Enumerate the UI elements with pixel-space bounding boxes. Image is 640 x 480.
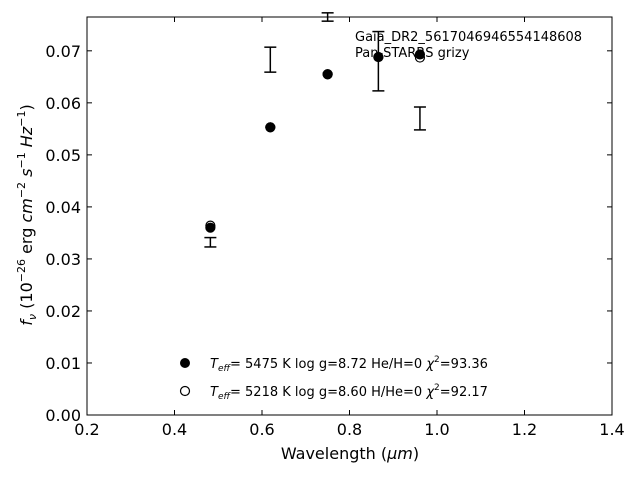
y-tick-label: 0.05 [45, 146, 81, 165]
legend-1-teff: 5475 K [245, 357, 291, 372]
model-point-open [322, 69, 333, 80]
legend-1-logg: log g=8.72 [295, 357, 367, 372]
model-point-open [205, 220, 216, 231]
legend-entry-2: Teff= 5218 K log g=8.60 H/He=0 χ2=92.17 [210, 383, 488, 402]
points-layer [205, 49, 426, 233]
observed-errorbar [413, 106, 426, 131]
y-tick-label: 0.01 [45, 354, 81, 373]
legend-marker-open [179, 385, 191, 397]
legend-2-chi2: =92.17 [440, 385, 488, 400]
plot-frame [86, 16, 613, 416]
x-tick-label: 0.4 [162, 420, 187, 439]
model-point-open [414, 52, 426, 63]
annotation-object-id: Gaia_DR2_5617046946554148608 [355, 30, 582, 45]
ticks-layer: 0.2 0.4 0.6 0.8 1.0 1.2 1.4 0.00 0.01 0.02 0.03 0.0… [45, 17, 625, 439]
model-point-open [265, 122, 276, 133]
legend-2-teff: 5218 K [245, 385, 291, 400]
legend-2-comp: H/He=0 [371, 385, 422, 400]
legend-2-logg: log g=8.60 [295, 385, 367, 400]
x-tick-label: 0.8 [337, 420, 362, 439]
legend-1-chi2: =93.36 [440, 357, 488, 372]
y-axis-label: fν (10−26 erg cm−2 s−1 Hz−1) [15, 104, 39, 325]
x-tick-label: 0.2 [74, 420, 99, 439]
y-tick-label: 0.00 [45, 406, 81, 425]
model-point-open [373, 51, 384, 63]
y-tick-label: 0.07 [45, 42, 81, 61]
legend-entry-1: Teff= 5475 K log g=8.72 He/H=0 χ2=93.36 [210, 355, 488, 374]
annotation-survey: Pan-STARRS grizy [355, 46, 470, 61]
y-tick-label: 0.02 [45, 302, 81, 321]
x-axis-label: Wavelength (μm) [281, 444, 419, 463]
y-tick-label: 0.03 [45, 250, 81, 269]
x-tick-label: 1.0 [424, 420, 449, 439]
x-tick-label: 1.2 [512, 420, 537, 439]
x-tick-label: 1.4 [599, 420, 624, 439]
legend: Teff= 5475 K log g=8.72 He/H=0 χ2=93.36 … [179, 355, 488, 402]
observed-errorbar [264, 46, 277, 73]
y-tick-label: 0.06 [45, 94, 81, 113]
legend-marker-filled [180, 358, 190, 368]
observed-errorbar [204, 236, 217, 248]
legend-1-comp: He/H=0 [371, 357, 422, 372]
x-tick-label: 0.6 [249, 420, 274, 439]
model-point-filled [414, 49, 426, 60]
y-tick-label: 0.04 [45, 198, 81, 217]
